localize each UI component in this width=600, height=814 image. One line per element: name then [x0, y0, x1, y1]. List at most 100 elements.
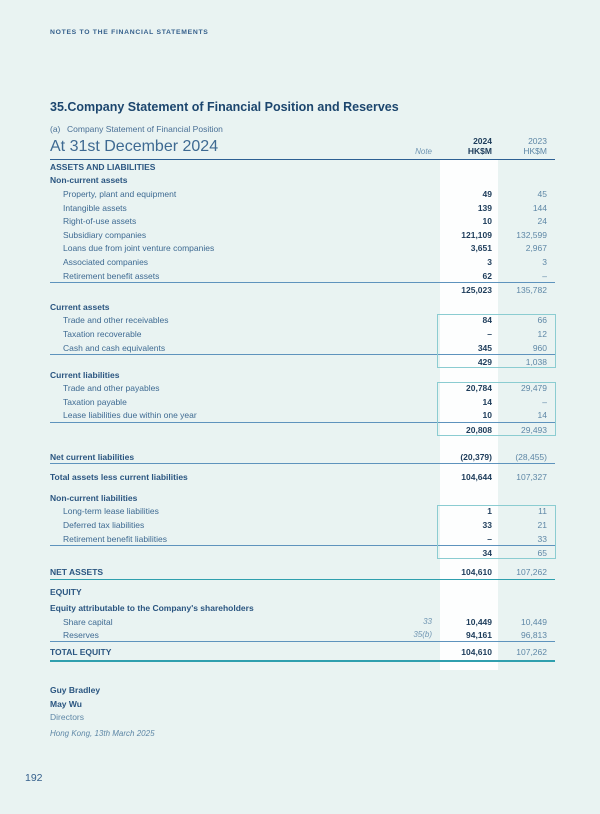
director-name: May Wu: [50, 698, 82, 709]
row-label: Associated companies: [63, 256, 149, 267]
table-row: Subsidiary companies 121,109 132,599: [50, 228, 555, 242]
row-label: Subsidiary companies: [63, 229, 147, 240]
row-value-2023: 33: [537, 533, 547, 544]
row-value-2024: 3: [487, 256, 492, 267]
row-value-2024: 33: [482, 520, 492, 531]
row-value-2023: 960: [532, 342, 547, 353]
year-2023: 2023: [528, 136, 547, 146]
row-value-2024: 20,784: [466, 383, 492, 394]
row-value-2024: (20,379): [460, 452, 492, 463]
row-value-2024: 10: [482, 410, 492, 421]
row-value-2024: 14: [482, 396, 492, 407]
total-value-2023: 1,038: [525, 356, 547, 367]
total-value-2023: 29,493: [521, 424, 547, 435]
note-column-header: Note: [415, 147, 432, 156]
date-label: At 31st December 2024: [50, 138, 219, 155]
row-value-2023: 96,813: [521, 629, 547, 640]
non-current-liabilities-total-row: 34 65: [50, 545, 555, 559]
row-note: 35(b): [413, 630, 432, 640]
signature-block: Guy Bradley May Wu Directors Hong Kong, …: [50, 684, 155, 740]
row-value-2023: 12: [537, 328, 547, 339]
column-header-2023: 2023 HK$M: [498, 136, 555, 156]
subtitle-text: Company Statement of Financial Position: [67, 124, 223, 134]
row-value-2024: 62: [482, 270, 492, 281]
row-value-2023: 14: [537, 410, 547, 421]
total-value-2024: 125,023: [461, 284, 492, 295]
row-value-2023: 144: [532, 202, 547, 213]
current-liabilities-total-row: 20,808 29,493: [50, 422, 555, 436]
current-assets-group: Trade and other receivables 84 66 Taxati…: [50, 313, 556, 368]
non-current-liabilities-group: Long-term lease liabilities 1 11 Deferre…: [50, 504, 556, 560]
row-value-2024: –: [487, 328, 492, 339]
table-row: Deferred tax liabilities 33 21: [50, 518, 555, 532]
table-row: Trade and other payables 20,784 29,479: [50, 382, 555, 396]
table-row: Retirement benefit assets 62 –: [50, 269, 555, 283]
row-note: 33: [423, 617, 432, 627]
row-value-2023: 45: [537, 188, 547, 199]
financial-position-table: At 31st December 2024 Note 2024 HK$M 202…: [50, 136, 556, 670]
row-value-2024: 10,449: [466, 616, 492, 627]
table-row: Property, plant and equipment 49 45: [50, 187, 555, 201]
row-value-2023: 3: [542, 256, 547, 267]
row-value-2024: 104,644: [461, 472, 492, 483]
page-number: 192: [25, 772, 43, 784]
row-value-2024: 104,610: [461, 647, 492, 657]
unit-2023: HK$M: [523, 146, 547, 156]
year-2024: 2024: [473, 136, 492, 146]
section-title: 35.Company Statement of Financial Positi…: [50, 100, 399, 114]
row-value-2023: 11: [538, 506, 547, 517]
current-assets-heading: Current assets: [50, 301, 110, 312]
row-value-2023: 66: [537, 315, 547, 326]
row-value-2024: 84: [482, 315, 492, 326]
row-value-2024: 3,651: [470, 243, 492, 254]
table-row: Trade and other receivables 84 66: [50, 314, 555, 328]
row-label: Taxation recoverable: [63, 328, 142, 339]
row-value-2024: 49: [482, 188, 492, 199]
row-value-2024: –: [487, 533, 492, 544]
unit-2024: HK$M: [467, 146, 492, 156]
equity-attributable-heading: Equity attributable to the Company's sha…: [50, 603, 254, 614]
row-label: Property, plant and equipment: [63, 188, 177, 199]
total-value-2024: 429: [477, 356, 492, 367]
row-label: Right-of-use assets: [63, 216, 137, 227]
row-value-2024: 94,161: [466, 629, 492, 640]
row-label: Retirement benefit liabilities: [63, 533, 167, 544]
table-row: Loans due from joint venture companies 3…: [50, 242, 555, 256]
table-row: Taxation recoverable – 12: [50, 327, 555, 341]
table-row: Long-term lease liabilities 1 11: [50, 505, 555, 519]
non-current-liabilities-heading: Non-current liabilities: [50, 492, 138, 503]
row-value-2024: 139: [477, 202, 492, 213]
current-assets-total-row: 429 1,038: [50, 354, 555, 368]
current-year-highlight-column: [440, 160, 498, 670]
row-value-2023: 29,479: [521, 383, 547, 394]
row-label: Lease liabilities due within one year: [63, 410, 197, 421]
row-value-2023: 21: [537, 520, 547, 531]
directors-label: Directors: [50, 712, 85, 722]
assets-liabilities-heading: ASSETS AND LIABILITIES: [50, 161, 156, 172]
row-value-2023: 10,449: [521, 616, 547, 627]
row-value-2024: 10: [482, 216, 492, 227]
non-current-assets-heading: Non-current assets: [50, 175, 128, 186]
row-label: Taxation payable: [63, 396, 127, 407]
row-label: Reserves: [63, 629, 99, 640]
table-row: Intangible assets 139 144: [50, 201, 555, 215]
total-assets-less-current-liabilities-row: Total assets less current liabilities 10…: [50, 470, 555, 484]
table-row: Right-of-use assets 10 24: [50, 214, 555, 228]
row-value-2023: 132,599: [516, 229, 547, 240]
net-current-liabilities-row: Net current liabilities (20,379) (28,455…: [50, 451, 555, 465]
table-header-row: At 31st December 2024 Note 2024 HK$M 202…: [50, 136, 555, 160]
row-value-2023: 107,262: [516, 567, 547, 578]
row-label: Share capital: [63, 616, 113, 627]
row-label: Loans due from joint venture companies: [63, 243, 215, 254]
row-label: Long-term lease liabilities: [63, 506, 159, 517]
row-value-2023: –: [542, 270, 547, 281]
row-label: Trade and other receivables: [63, 315, 169, 326]
row-label: Intangible assets: [63, 202, 127, 213]
table-row: Retirement benefit liabilities – 33: [50, 532, 555, 546]
row-value-2024: 1: [487, 506, 492, 517]
table-row: Cash and cash equivalents 345 960: [50, 341, 555, 355]
row-value-2023: 24: [537, 216, 547, 227]
subtitle-index: (a): [50, 124, 61, 134]
section-subtitle: (a) Company Statement of Financial Positi…: [50, 124, 223, 134]
